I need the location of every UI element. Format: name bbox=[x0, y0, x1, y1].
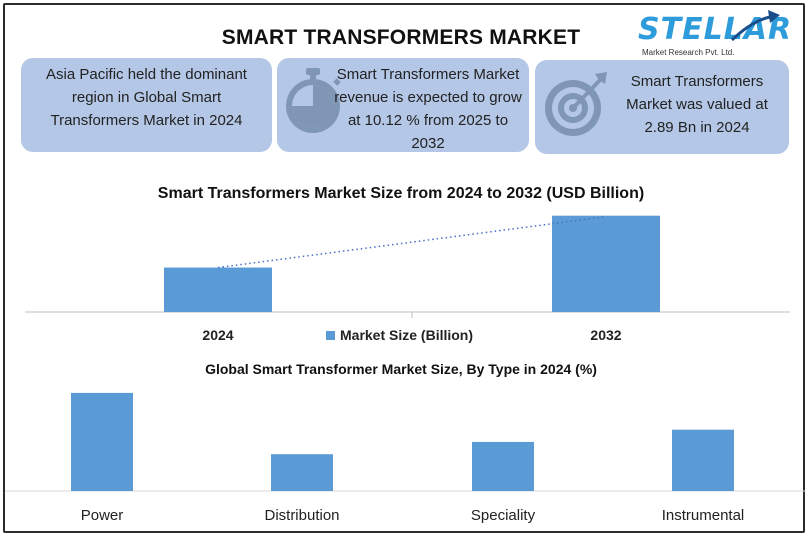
chart-title: Global Smart Transformer Market Size, By… bbox=[205, 361, 597, 377]
info-card-text: Asia Pacific held the dominant region in… bbox=[46, 66, 247, 129]
x-tick-label: 2032 bbox=[590, 327, 621, 343]
trendline bbox=[217, 215, 607, 269]
market-size-chart: 2024 2032 Market Size (Billion) bbox=[25, 215, 790, 343]
stellar-logo: STELLAR Market Research Pvt. Ltd. bbox=[630, 10, 791, 62]
bar-power bbox=[71, 392, 133, 491]
target-icon bbox=[545, 72, 607, 136]
x-tick-label: Instrumental bbox=[662, 507, 745, 524]
info-card-value: Smart Transformers Market was valued at … bbox=[535, 60, 789, 154]
legend-label: Market Size (Billion) bbox=[340, 327, 473, 343]
chart-title: Smart Transformers Market Size from 2024… bbox=[157, 185, 645, 202]
bar-2032 bbox=[552, 215, 660, 312]
x-tick-label: Speciality bbox=[471, 507, 536, 524]
stopwatch-icon bbox=[286, 68, 341, 133]
page-title: SMART TRANSFORMERS MARKET bbox=[221, 26, 581, 49]
type-share-chart: Power Distribution Speciality Instrumental bbox=[5, 392, 805, 524]
x-tick-label: 2024 bbox=[202, 327, 233, 343]
bar-speciality bbox=[472, 441, 534, 491]
logo-subtitle: Market Research Pvt. Ltd. bbox=[642, 48, 735, 57]
bar-distribution bbox=[271, 454, 333, 491]
info-card-region: Asia Pacific held the dominant region in… bbox=[21, 58, 272, 152]
x-tick-label: Power bbox=[81, 507, 124, 524]
bar-instrumental bbox=[672, 429, 734, 491]
legend-swatch bbox=[326, 331, 335, 340]
bar-2024 bbox=[164, 267, 272, 312]
x-tick-label: Distribution bbox=[264, 507, 339, 524]
info-card-text: Smart Transformers Market was valued at … bbox=[626, 73, 768, 136]
logo-arrow-icon bbox=[730, 10, 780, 42]
info-card-text: Smart Transformers Market revenue is exp… bbox=[334, 66, 522, 152]
infographic-frame bbox=[3, 3, 805, 533]
info-card-growth: Smart Transformers Market revenue is exp… bbox=[277, 58, 529, 152]
